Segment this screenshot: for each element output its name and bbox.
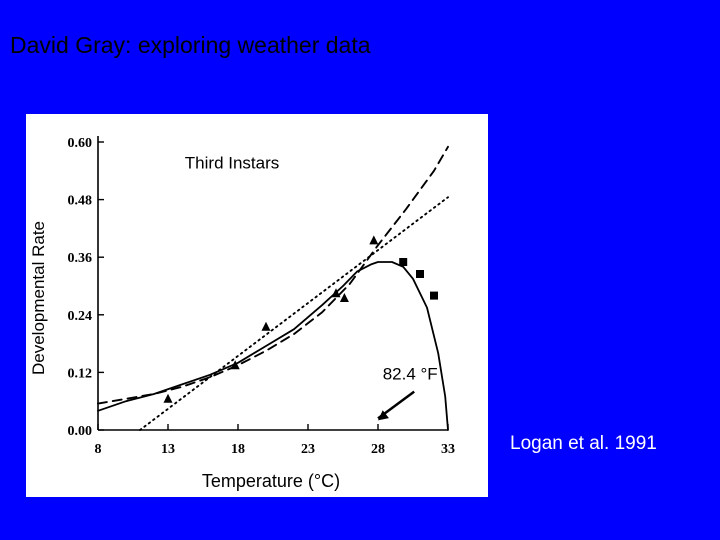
data-point-triangle [339, 293, 349, 302]
data-point-square [430, 291, 438, 300]
chart-svg: Developmental Rate Temperature (°C) 0.00… [29, 136, 455, 491]
chart-figure: Developmental Rate Temperature (°C) 0.00… [26, 114, 488, 497]
annotations: Third Instars 82.4 °F [185, 153, 438, 421]
annotation-temperature: 82.4 °F [383, 365, 438, 384]
x-axis-label: Temperature (°C) [202, 471, 340, 491]
slide-title: David Gray: exploring weather data [10, 32, 371, 58]
x-tick-label: 13 [161, 442, 175, 457]
y-tick-label: 0.48 [68, 194, 93, 209]
data-point-triangle [369, 235, 379, 245]
series-lines [97, 145, 449, 431]
y-tick-label: 0.00 [68, 424, 93, 439]
annotation-series-label: Third Instars [185, 153, 279, 172]
y-tick-label: 0.60 [68, 136, 93, 151]
y-tick-label: 0.24 [68, 309, 93, 324]
y-tick-label: 0.12 [68, 366, 93, 381]
citation: Logan et al. 1991 [510, 433, 657, 454]
series-line-dashed [97, 145, 449, 405]
y-axis-label-group: Developmental Rate [29, 221, 48, 375]
y-axis-label: Developmental Rate [29, 221, 48, 375]
data-point-triangle [163, 393, 173, 403]
data-point-triangle [261, 321, 271, 331]
data-point-triangle [331, 288, 341, 298]
series-line-solid [97, 261, 449, 431]
axes: 0.00 0.12 0.24 0.36 0.48 0.60 8 13 18 23 28 33 [68, 136, 455, 457]
x-tick-label: 28 [371, 442, 385, 457]
annotation-arrow-head [378, 410, 389, 421]
y-tick-label: 0.36 [68, 251, 93, 266]
x-tick-label: 18 [231, 442, 245, 457]
series-markers [163, 235, 438, 403]
series-line-dotted [139, 196, 449, 431]
data-point-square [416, 270, 424, 278]
data-point-triangle [230, 360, 240, 370]
x-tick-label: 8 [95, 442, 102, 457]
data-point-square [399, 258, 408, 266]
x-tick-label: 33 [441, 442, 455, 457]
x-tick-label: 23 [301, 442, 315, 457]
